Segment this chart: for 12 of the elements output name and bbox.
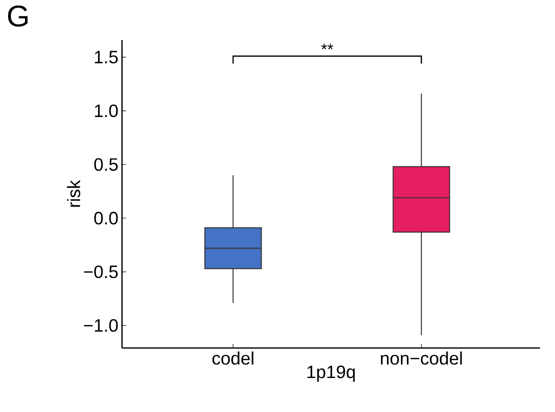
x-tick-label: non−codel — [380, 352, 462, 365]
y-tick-label: −1.0 — [84, 319, 118, 332]
annotation: ** — [321, 44, 334, 50]
text: G — [8, 6, 28, 27]
y-tick-label: 1.0 — [94, 104, 118, 118]
y-axis-title: risk — [67, 180, 80, 207]
y-tick-label: 0.0 — [94, 212, 118, 224]
y-tick-label: −0.5 — [84, 265, 118, 278]
x-axis-title: 1p19q — [307, 366, 355, 382]
y-tick-label: 1.5 — [94, 50, 118, 64]
y-tick-label: 0.5 — [94, 158, 118, 171]
x-tick-label: codel — [212, 352, 254, 365]
